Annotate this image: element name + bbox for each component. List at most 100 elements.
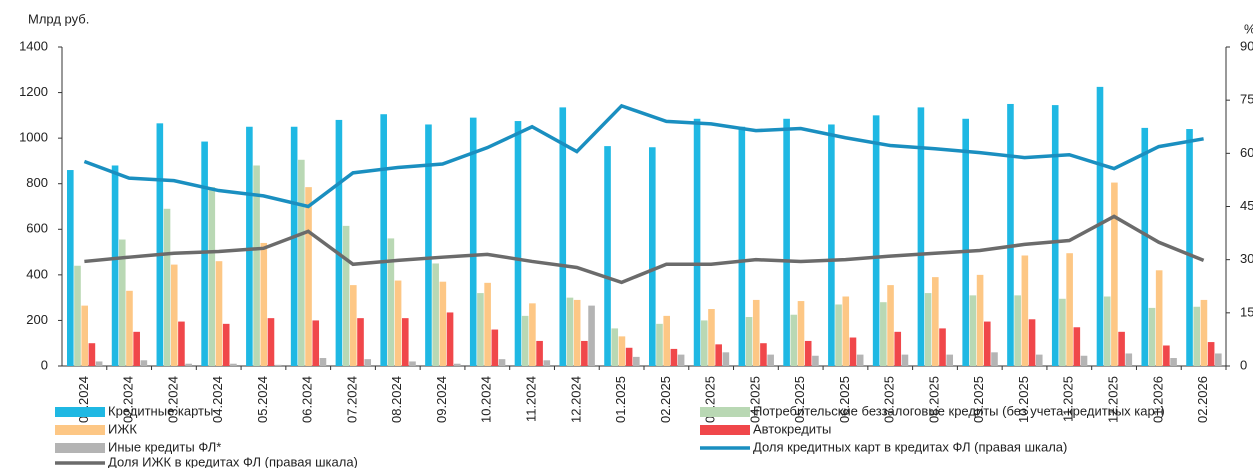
x-tick-label: 09.2024: [434, 376, 449, 423]
bar: [604, 146, 611, 366]
line: [84, 214, 1205, 285]
bar: [1186, 129, 1193, 366]
bar: [469, 117, 477, 366]
bar: [253, 165, 260, 366]
bar: [663, 315, 670, 366]
bar: [1059, 298, 1066, 366]
legend-label: ИЖК: [108, 421, 137, 436]
bar: [708, 309, 715, 366]
legend-label: Потребительские беззалоговые кредиты (бе…: [753, 403, 1165, 418]
bar: [1007, 103, 1014, 366]
bar: [364, 359, 372, 366]
bar: [491, 329, 499, 366]
bar: [432, 263, 439, 366]
bar: [1066, 253, 1073, 366]
legend-swatch: [55, 425, 105, 435]
bar: [215, 261, 223, 366]
bar: [543, 360, 551, 366]
y-tick-label: 200: [26, 312, 48, 327]
bar: [529, 303, 536, 366]
bar: [453, 363, 461, 366]
bar: [835, 304, 842, 366]
y-tick-label: 1400: [19, 38, 48, 53]
y2-tick-label: 60: [1240, 145, 1253, 160]
bar: [812, 355, 819, 366]
bar: [484, 282, 491, 366]
legend-label: Автокредиты: [753, 421, 831, 436]
bar: [222, 323, 230, 366]
bar: [1080, 355, 1088, 366]
x-tick-label: 02.2025: [658, 376, 673, 423]
bar: [932, 277, 939, 366]
y-axis-label: Млрд руб.: [28, 11, 89, 26]
x-tick-label: 02.2024: [121, 376, 136, 423]
line: [83, 103, 1204, 209]
legend-swatch: [55, 407, 105, 417]
y2-axis-label: %: [1244, 21, 1253, 36]
bar: [67, 170, 74, 366]
x-tick-label: 06.2024: [300, 376, 315, 423]
legend-label: Доля ИЖК в кредитах ФЛ (правая шкала): [108, 454, 358, 468]
bar: [872, 115, 880, 366]
bar: [88, 343, 96, 366]
bar: [738, 126, 746, 366]
legend-label: Иные кредиты ФЛ*: [108, 439, 221, 454]
y-tick-label: 800: [26, 175, 48, 190]
x-tick-label: 11.2024: [524, 376, 539, 422]
bar: [983, 321, 991, 366]
bar: [230, 363, 237, 366]
bar: [581, 340, 588, 366]
y2-tick-label: 30: [1240, 251, 1253, 266]
bar: [357, 318, 364, 366]
x-tick-label: 10.2024: [479, 376, 494, 423]
bar: [969, 295, 977, 366]
bar: [656, 323, 663, 366]
bar: [267, 318, 275, 366]
bar: [178, 321, 185, 366]
bar: [670, 348, 678, 366]
x-tick-label: 01.2025: [613, 376, 628, 423]
bar: [446, 312, 454, 366]
bar: [409, 361, 416, 366]
legend-swatch: [55, 443, 105, 453]
bar: [611, 328, 619, 366]
bar: [745, 317, 753, 366]
bar: [1141, 127, 1149, 366]
y2-tick-label: 45: [1240, 198, 1253, 213]
bar: [991, 352, 998, 366]
bar: [1111, 182, 1118, 366]
bar: [677, 354, 685, 366]
bar: [387, 238, 395, 366]
bar: [880, 302, 887, 366]
bar: [700, 320, 708, 366]
x-tick-label: 05.2024: [255, 376, 270, 423]
bar: [917, 107, 925, 366]
bar: [81, 305, 88, 366]
bar: [274, 364, 282, 366]
bar: [722, 352, 730, 366]
bar: [618, 336, 626, 366]
x-tick-label: 04.2024: [210, 376, 225, 423]
bar: [1073, 327, 1081, 366]
x-tick-label: 09.2025: [971, 376, 986, 423]
bar: [380, 114, 387, 366]
bar: [1148, 307, 1156, 366]
bar: [1096, 86, 1104, 366]
bar: [790, 314, 798, 366]
bar: [1200, 299, 1208, 366]
bar: [649, 147, 656, 366]
y-tick-label: 600: [26, 221, 48, 236]
bar: [1035, 354, 1043, 366]
bar: [394, 280, 402, 366]
y-tick-label: 400: [26, 266, 48, 281]
bar: [305, 187, 312, 366]
bar: [566, 297, 574, 366]
bar: [1118, 331, 1125, 366]
bar: [290, 126, 298, 366]
bar: [559, 107, 567, 366]
x-tick-label: 08.2025: [926, 376, 941, 423]
bar: [95, 361, 103, 366]
bar: [208, 187, 216, 366]
bar: [752, 299, 760, 366]
